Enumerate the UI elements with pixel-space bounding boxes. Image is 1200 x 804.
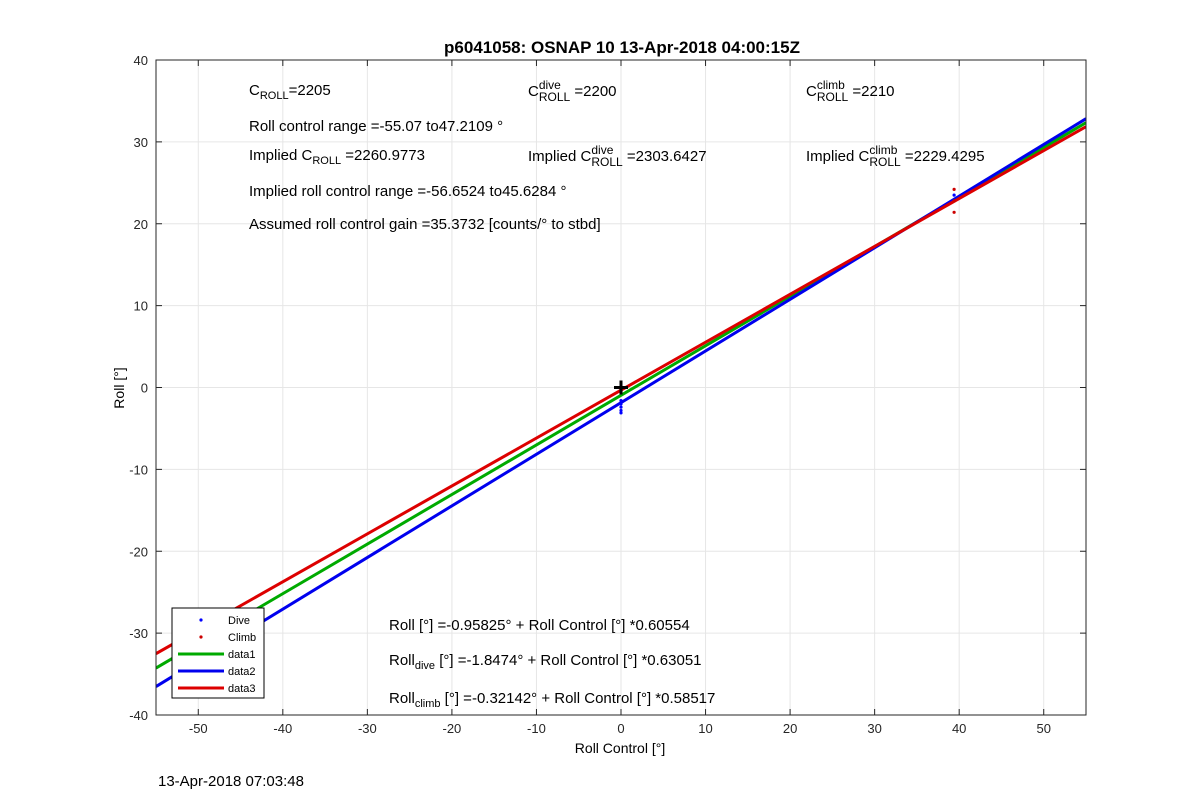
dive-point <box>619 411 623 415</box>
dive-point <box>952 193 956 197</box>
axes: -50 -40 -30 -20 -10 0 10 20 30 40 50 -40 -30 -20 -10 0 1… <box>129 53 1087 736</box>
x-tick-label: 50 <box>1036 721 1050 736</box>
y-axis-label: Roll [°] <box>111 367 127 408</box>
data-series <box>156 117 1086 688</box>
y-tick-label: 40 <box>134 53 148 68</box>
equation-all: Roll [°] =-0.95825° + Roll Control [°] *… <box>389 617 690 634</box>
y-tick-label: -10 <box>129 462 148 477</box>
x-axis-label: Roll Control [°] <box>575 740 665 756</box>
legend-marker-climb <box>199 635 203 639</box>
legend-marker-dive <box>199 618 203 622</box>
y-tick-label: -30 <box>129 626 148 641</box>
legend-label: Climb <box>228 632 256 644</box>
x-tick-label: -10 <box>527 721 546 736</box>
c-roll-annotation: CROLL=2205 <box>249 82 331 102</box>
dive-point <box>619 405 623 409</box>
implied-range-text: Implied roll control range =-56.6524 to4… <box>249 183 567 200</box>
y-tick-label: 10 <box>134 299 148 314</box>
x-tick-label: -20 <box>443 721 462 736</box>
dive-point <box>619 402 623 406</box>
dive-point <box>619 408 623 413</box>
climb-point <box>952 187 956 191</box>
equation-climb: Rollclimb [°] =-0.32142° + Roll Control … <box>389 690 716 710</box>
x-tick-label: 40 <box>952 721 966 736</box>
x-tick-label: -50 <box>189 721 208 736</box>
assumed-gain-text: Assumed roll control gain =35.3732 [coun… <box>249 216 601 233</box>
roll-control-range-text: Roll control range =-55.07 to47.2109 ° <box>249 118 504 135</box>
y-tick-label: -40 <box>129 708 148 723</box>
dive-point <box>619 399 623 403</box>
implied-c-roll-annotation: Implied CROLL =2260.9773 <box>249 147 425 167</box>
x-tick-label: 10 <box>698 721 712 736</box>
legend: Dive Climb data1 data2 data3 <box>171 607 265 699</box>
legend-label: Dive <box>228 615 250 627</box>
x-tick-label: 30 <box>867 721 881 736</box>
legend-label: data3 <box>228 683 256 695</box>
climb-point <box>952 199 956 203</box>
y-tick-label: 20 <box>134 217 148 232</box>
figure-timestamp: 13-Apr-2018 07:03:48 <box>158 773 304 790</box>
y-tick-label: -20 <box>129 544 148 559</box>
x-tick-label: 0 <box>617 721 624 736</box>
y-tick-label: 0 <box>141 381 148 396</box>
x-tick-label: 20 <box>783 721 797 736</box>
equation-dive: Rolldive [°] =-1.8474° + Roll Control [°… <box>389 652 702 672</box>
climb-point <box>952 210 956 214</box>
legend-label: data2 <box>228 666 256 678</box>
legend-label: data1 <box>228 649 256 661</box>
x-tick-label: -30 <box>358 721 377 736</box>
chart-title: p6041058: OSNAP 10 13-Apr-2018 04:00:15Z <box>444 38 800 57</box>
y-tick-label: 30 <box>134 135 148 150</box>
x-tick-label: -40 <box>273 721 292 736</box>
